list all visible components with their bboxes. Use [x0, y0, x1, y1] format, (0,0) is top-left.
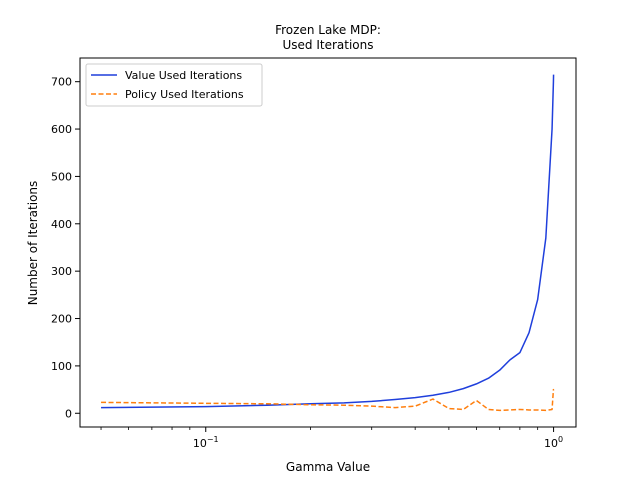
chart-title-line-2: Used Iterations	[282, 38, 373, 52]
y-tick-label: 500	[51, 170, 72, 183]
series-layer	[101, 74, 555, 412]
y-tick-label: 400	[51, 218, 72, 231]
legend-label-value: Value Used Iterations	[125, 69, 242, 82]
y-tick-label: 100	[51, 360, 72, 373]
y-tick-label: 700	[51, 76, 72, 89]
x-tick-label: 100	[544, 435, 563, 450]
legend-label-policy: Policy Used Iterations	[125, 88, 244, 101]
series-line-policy	[101, 388, 555, 412]
y-tick-label: 300	[51, 265, 72, 278]
axis-ticks: 0 100 200 300 400 500 600 700 10−1 100	[51, 76, 563, 450]
y-tick-label: 200	[51, 313, 72, 326]
chart-title-line-1: Frozen Lake MDP:	[275, 23, 381, 37]
plot-frame	[79, 57, 577, 428]
legend: Value Used Iterations Policy Used Iterat…	[85, 63, 263, 107]
legend-box	[85, 63, 263, 107]
x-tick-label: 10−1	[193, 435, 219, 450]
x-axis-label: Gamma Value	[286, 460, 370, 474]
series-line-value	[101, 74, 555, 409]
y-tick-label: 0	[65, 407, 72, 420]
y-tick-label: 600	[51, 123, 72, 136]
y-axis-label: Number of Iterations	[26, 181, 40, 306]
